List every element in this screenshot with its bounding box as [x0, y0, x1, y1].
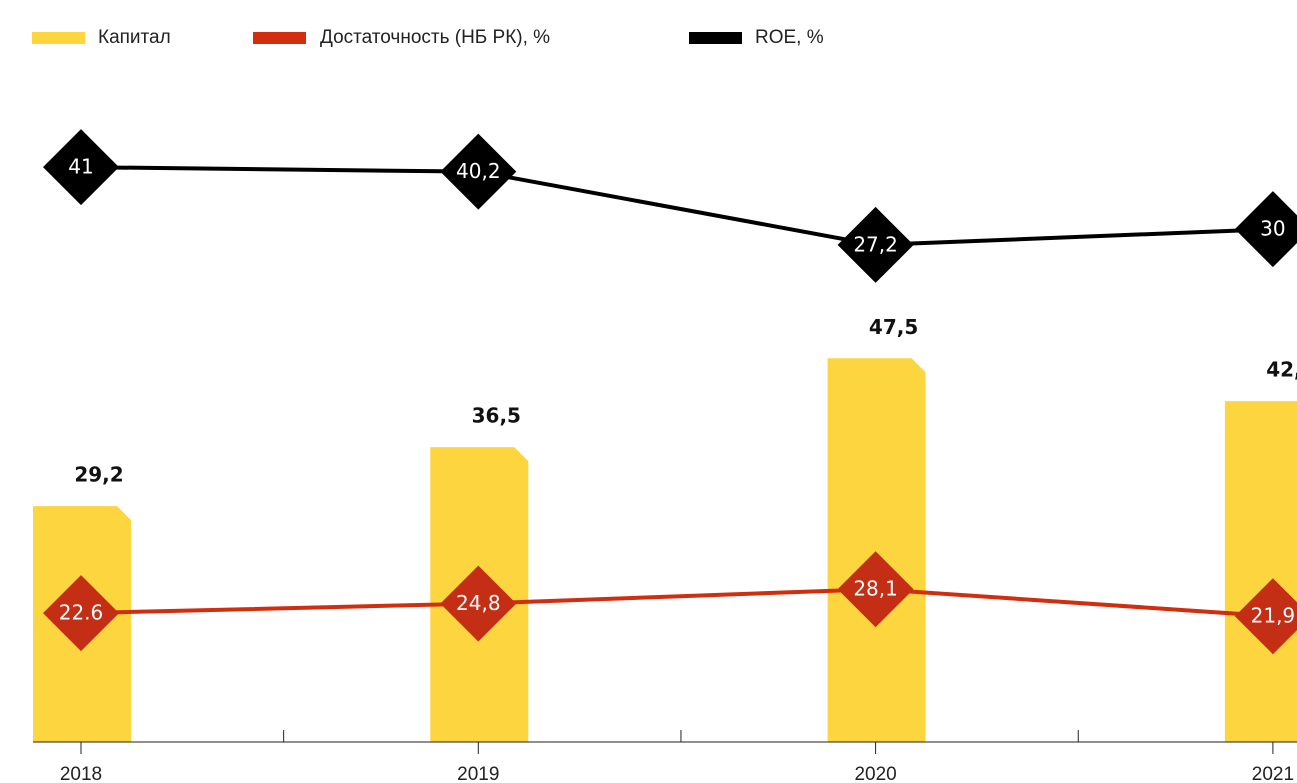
legend-label: Достаточность (НБ РК), % — [320, 27, 550, 48]
point-value-label: 28,1 — [853, 577, 898, 601]
point-marker — [1234, 191, 1297, 268]
bar-value-label: 42,2 — [1266, 358, 1297, 382]
legend-swatch — [32, 32, 85, 44]
point-marker — [43, 129, 119, 206]
bar-value-label: 29,2 — [74, 463, 123, 487]
x-tick-label: 2018 — [60, 764, 102, 783]
bar-value-label: 47,5 — [869, 315, 918, 339]
point-value-label: 24,8 — [456, 591, 501, 615]
bar — [1224, 401, 1297, 742]
point-value-label: 40,2 — [456, 159, 501, 183]
x-tick-label: 2021 — [1252, 764, 1294, 783]
point-marker — [43, 575, 119, 652]
point-marker — [837, 551, 914, 628]
legend-swatch — [253, 32, 306, 44]
point-marker — [440, 565, 517, 642]
point-marker — [440, 133, 517, 210]
legend-swatch — [689, 32, 742, 44]
point-marker — [1234, 578, 1297, 655]
point-value-label: 22.6 — [59, 601, 104, 625]
point-marker — [837, 206, 914, 283]
point-value-label: 30 — [1260, 217, 1285, 241]
legend-label: ROE, % — [755, 27, 824, 48]
legend-label: Капитал — [98, 27, 171, 48]
bar — [827, 358, 926, 742]
line — [80, 165, 1273, 247]
point-value-label: 21,9 — [1251, 604, 1296, 628]
bar-value-label: 36,5 — [472, 404, 521, 428]
point-value-label: 27,2 — [853, 232, 898, 256]
line — [80, 587, 1274, 619]
x-tick-label: 2020 — [854, 764, 896, 783]
x-tick-label: 2019 — [457, 764, 499, 783]
point-value-label: 41 — [68, 155, 93, 179]
